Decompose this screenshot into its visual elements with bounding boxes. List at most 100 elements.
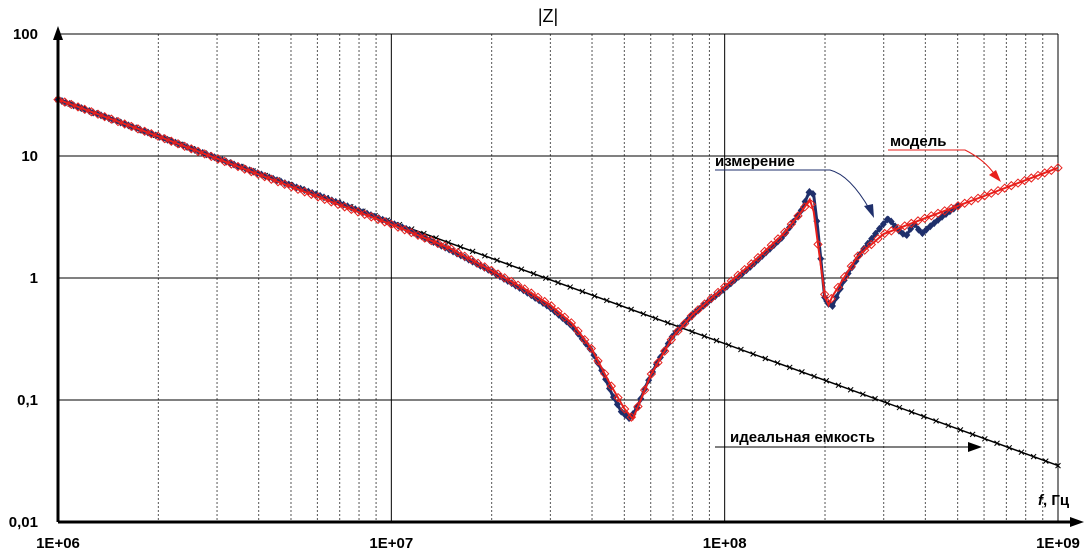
model-point-marker [833, 282, 843, 293]
model-point-marker [873, 234, 883, 244]
model-point-marker [639, 385, 650, 395]
ideal-point-marker [1006, 444, 1013, 451]
model-point-marker [546, 301, 557, 311]
annotation-ideal-capacitance: идеальная емкость [730, 429, 875, 446]
model-point-marker [366, 212, 377, 222]
model-point-marker [626, 412, 637, 422]
model-point-marker [359, 209, 370, 220]
ideal-point-marker [872, 395, 878, 402]
model-point-marker [433, 238, 443, 249]
model-point-marker [479, 262, 490, 272]
ideal-point-marker [555, 279, 561, 286]
model-point-marker [179, 141, 190, 152]
model-point-marker [1033, 170, 1043, 181]
ideal-point-marker [786, 364, 793, 371]
model-point-marker [499, 273, 510, 283]
model-point-marker [466, 255, 477, 265]
measurement-point-marker [770, 241, 778, 250]
model-point-marker [893, 223, 903, 234]
ideal-point-marker [1042, 458, 1049, 464]
measurement-point-marker [582, 339, 590, 348]
model-point-marker [279, 179, 290, 190]
model-point-marker [326, 197, 337, 207]
model-point-marker [646, 369, 657, 379]
ideal-point-marker [957, 427, 964, 433]
model-point-marker [786, 219, 797, 229]
ideal-point-marker [860, 391, 866, 398]
model-point-marker [159, 134, 170, 144]
ideal-point-marker [994, 440, 1000, 447]
model-point-marker [146, 129, 157, 139]
model-point-marker [199, 149, 210, 159]
model-point-marker [453, 247, 463, 258]
model-point-marker [353, 207, 363, 217]
ideal-point-marker [567, 284, 574, 290]
model-point-marker [346, 204, 357, 215]
ideal-point-marker [481, 252, 488, 259]
ideal-point-marker [1018, 449, 1025, 456]
annotation-measurement-arrow [864, 204, 874, 218]
model-point-marker [866, 239, 877, 250]
model-point-marker [439, 241, 450, 251]
chart-title: |Z| [538, 6, 558, 26]
ideal-point-marker [530, 270, 537, 277]
model-point-marker [553, 306, 563, 317]
annotation-measurement-leader [715, 169, 871, 211]
model-point-marker [399, 225, 410, 235]
y-tick-label: 0,1 [17, 392, 38, 409]
model-point-marker [886, 226, 897, 236]
ideal-point-marker [652, 315, 659, 322]
model-point-marker [1053, 163, 1063, 173]
model-point-marker [259, 172, 270, 182]
x-tick-label: 1E+09 [1036, 535, 1080, 552]
model-point-marker [599, 368, 610, 379]
model-point-marker [753, 252, 763, 263]
model-point-marker [799, 202, 810, 212]
ideal-point-marker [1030, 453, 1037, 460]
model-point-marker [939, 206, 950, 216]
model-point-marker [986, 188, 997, 198]
model-point-marker [106, 114, 117, 124]
model-point-marker [759, 246, 770, 257]
measurement-point-marker [887, 217, 895, 226]
model-point-marker [239, 164, 250, 174]
measurement-point-marker [774, 237, 782, 246]
model-point-marker [246, 166, 257, 177]
model-point-marker [139, 126, 150, 137]
model-point-marker [739, 264, 750, 275]
model-point-marker [273, 177, 283, 187]
model-point-marker [1046, 165, 1057, 176]
model-point-marker [253, 169, 263, 179]
model-point-marker [226, 159, 237, 169]
axes [53, 26, 1084, 527]
model-point-marker [773, 234, 783, 244]
model-point-marker [539, 296, 550, 307]
annotation-ideal-arrow [968, 442, 982, 452]
model-point-marker [879, 228, 890, 239]
annotation-model-arrow [989, 170, 1001, 182]
annotation-model-leader [888, 149, 996, 176]
model-point-marker [666, 334, 677, 345]
model-point-marker [733, 270, 743, 280]
model-point-marker [406, 227, 417, 238]
model-point-marker [1019, 175, 1030, 186]
model-point-marker [513, 280, 523, 290]
x-axis-label-symbol: f [1038, 492, 1045, 509]
measurement-point-marker [875, 224, 883, 233]
x-axis-label: f, Гц [1038, 492, 1070, 509]
model-point-marker [593, 356, 603, 366]
model-point-marker [286, 182, 297, 192]
ideal-point-marker [969, 431, 976, 438]
model-point-marker [913, 216, 923, 226]
model-point-marker [946, 203, 957, 214]
model-point-marker [953, 201, 963, 211]
model-point-marker [653, 357, 663, 368]
model-point-marker [59, 97, 70, 107]
measurement-point-marker [915, 225, 923, 234]
model-point-marker [973, 193, 983, 203]
model-point-marker [659, 346, 670, 356]
model-point-marker [766, 240, 777, 250]
model-point-marker [73, 102, 83, 112]
model-point-marker [493, 269, 503, 279]
